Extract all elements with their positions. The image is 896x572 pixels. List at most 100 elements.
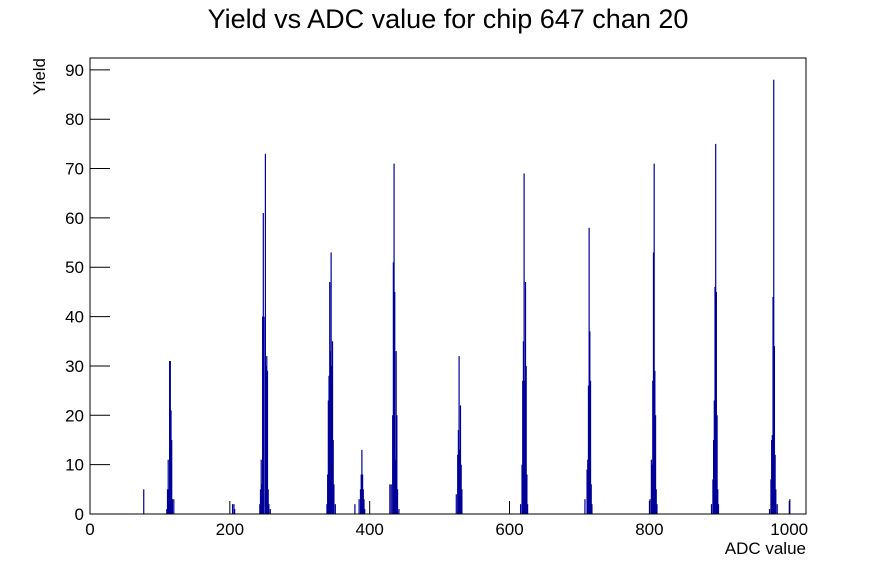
- x-tick-label: 1000: [770, 520, 808, 539]
- bin: [326, 504, 328, 514]
- bin: [363, 499, 365, 514]
- bin: [392, 262, 394, 514]
- bin: [773, 79, 775, 514]
- x-tick-label: 200: [216, 520, 244, 539]
- bin: [717, 504, 720, 514]
- bin: [329, 351, 332, 514]
- bin: [712, 479, 714, 514]
- bin: [267, 489, 269, 514]
- bin: [458, 356, 460, 514]
- chart-title: Yield vs ADC value for chip 647 chan 20: [208, 4, 689, 34]
- bin: [589, 380, 592, 514]
- frame: [89, 57, 807, 515]
- bin: [390, 484, 392, 514]
- bin: [654, 370, 656, 514]
- bin: [715, 291, 718, 514]
- bin: [587, 459, 589, 514]
- bin: [168, 489, 170, 514]
- bin: [713, 400, 715, 514]
- bin: [261, 484, 263, 514]
- bin: [364, 509, 366, 514]
- bin: [776, 504, 778, 514]
- bin: [649, 499, 651, 514]
- bin: [327, 400, 329, 514]
- bin: [520, 504, 522, 514]
- bin: [521, 464, 523, 514]
- bin: [231, 504, 234, 514]
- bin: [523, 173, 525, 514]
- y-tick-label: 90: [65, 61, 84, 80]
- bin: [772, 296, 774, 514]
- bin: [525, 365, 527, 514]
- bin: [396, 415, 398, 514]
- bin: [398, 509, 400, 514]
- bin: [586, 469, 588, 514]
- y-axis-label: Yield: [30, 58, 49, 95]
- bin: [715, 143, 717, 515]
- bin: [166, 489, 169, 514]
- bin: [328, 375, 330, 514]
- bin: [171, 439, 173, 514]
- bin: [716, 415, 718, 514]
- y-tick-label: 20: [65, 406, 84, 425]
- bin: [262, 316, 264, 514]
- bin: [395, 351, 397, 514]
- bin: [263, 316, 265, 514]
- bin: [359, 489, 362, 514]
- bin: [329, 282, 331, 514]
- bin: [362, 489, 364, 514]
- bin: [389, 484, 391, 514]
- bin: [266, 370, 269, 514]
- y-tick-label: 80: [65, 110, 84, 129]
- bin: [713, 439, 715, 514]
- bin: [656, 504, 658, 514]
- bin: [233, 504, 235, 514]
- bin: [653, 163, 655, 514]
- x-tick-label: 400: [356, 520, 384, 539]
- y-tick-label: 60: [65, 209, 84, 228]
- bin: [714, 286, 716, 514]
- bin: [361, 474, 364, 514]
- bin: [259, 489, 262, 514]
- bin: [771, 439, 773, 514]
- bin: [587, 385, 590, 514]
- bin: [396, 489, 399, 514]
- bin: [461, 489, 463, 514]
- bin: [331, 365, 333, 514]
- bin: [652, 380, 654, 514]
- bin: [650, 459, 652, 514]
- bin: [717, 489, 719, 514]
- bin: [524, 380, 526, 514]
- bin: [332, 439, 334, 514]
- bin: [655, 489, 657, 514]
- bin: [710, 504, 713, 514]
- bin: [269, 509, 271, 514]
- bin: [524, 282, 527, 514]
- bin: [264, 153, 267, 514]
- bin: [394, 291, 396, 514]
- bin: [393, 163, 395, 514]
- bin: [354, 504, 356, 514]
- x-tick-label: 0: [85, 520, 94, 539]
- bin: [651, 464, 653, 514]
- bin: [652, 252, 655, 514]
- bin: [775, 489, 777, 514]
- bin: [266, 356, 268, 514]
- bin: [774, 454, 776, 514]
- bin: [522, 380, 524, 514]
- bin: [171, 499, 174, 514]
- bin: [771, 435, 773, 514]
- bin: [457, 454, 459, 514]
- bin: [522, 341, 525, 514]
- bin: [167, 459, 169, 514]
- bin: [268, 504, 270, 514]
- bin: [166, 509, 168, 514]
- y-tick-label: 40: [65, 308, 84, 327]
- bin: [330, 252, 332, 514]
- bin: [589, 331, 591, 514]
- bin: [169, 361, 171, 514]
- x-axis-label: ADC value: [725, 539, 806, 558]
- bin: [584, 499, 586, 514]
